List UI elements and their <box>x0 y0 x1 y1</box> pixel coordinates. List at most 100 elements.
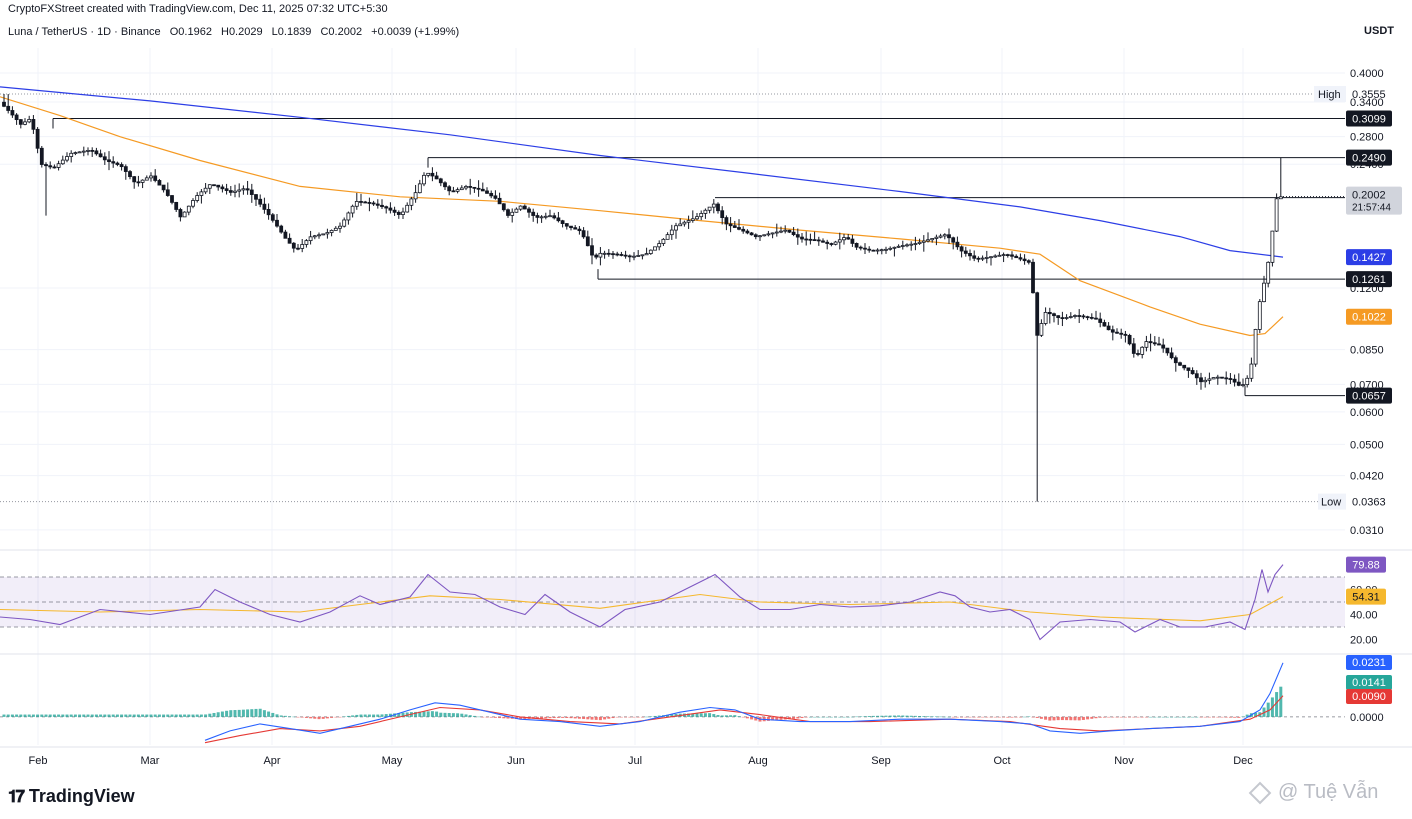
candle-up <box>1144 341 1149 348</box>
candle-up <box>333 227 338 231</box>
candle-up <box>27 119 32 123</box>
candle-down <box>39 147 44 165</box>
month-tick-label: Jul <box>628 755 642 767</box>
macd-hist-bar <box>279 715 283 717</box>
symbol-bar: Luna / TetherUS · 1D · Binance O0.1962 H… <box>8 26 465 38</box>
macd-hist-bar <box>1102 716 1106 718</box>
macd-hist-bar <box>573 716 577 719</box>
candle-down <box>1018 257 1023 260</box>
candle-up <box>993 255 998 258</box>
candle-down <box>468 186 473 188</box>
candle-down <box>795 234 800 238</box>
macd-hist-bar <box>590 716 594 720</box>
macd-hist-bar <box>972 716 976 718</box>
candle-down <box>90 150 95 152</box>
macd-hist-bar <box>1182 716 1186 718</box>
candle-up <box>308 236 313 242</box>
macd-hist-bar <box>178 714 182 717</box>
macd-hist-bar <box>69 714 73 717</box>
candle-up <box>300 244 305 249</box>
macd-hist-bar <box>430 711 434 717</box>
macd-hist-bar <box>729 715 733 717</box>
candle-up <box>1215 376 1220 379</box>
candle-down <box>472 186 477 189</box>
candle-down <box>552 215 557 219</box>
candle-up <box>879 249 884 252</box>
candle-up <box>321 233 326 236</box>
candle-down <box>1186 367 1191 371</box>
candle-down <box>867 248 872 251</box>
candle-down <box>443 182 447 188</box>
macd-hist-bar <box>645 716 649 718</box>
candle-up <box>640 254 645 257</box>
macd-hist-bar <box>485 716 489 718</box>
macd-hist-bar <box>149 714 153 717</box>
macd-hist-bar <box>888 715 892 717</box>
candle-down <box>749 232 754 236</box>
macd-hist-bar <box>124 714 128 717</box>
candle-down <box>1060 317 1065 320</box>
macd-hist-bar <box>380 714 384 717</box>
candle-up <box>900 245 905 247</box>
macd-hist-bar <box>141 714 145 717</box>
ma-200-label-bg <box>1346 249 1392 266</box>
macd-hist-bar <box>649 716 653 717</box>
macd-hist-bar <box>855 716 859 718</box>
candle-up <box>833 241 838 245</box>
macd-hist-bar <box>27 714 31 717</box>
candle-down <box>808 238 813 241</box>
macd-hist-bar <box>435 711 439 717</box>
candle-up <box>938 235 943 238</box>
macd-hist-bar <box>1212 716 1216 718</box>
tradingview-logo[interactable]: 𝟏𝟕 TradingView <box>8 786 135 807</box>
candle-up <box>699 213 704 218</box>
macd-hist-bar <box>1233 716 1237 718</box>
macd-hist-bar <box>603 716 607 720</box>
macd-hist-bar <box>61 714 65 717</box>
candle-down <box>480 188 485 192</box>
candle-down <box>590 245 594 256</box>
macd-hist-bar <box>367 714 371 717</box>
macd-hist-bar <box>1077 716 1081 721</box>
candle-down <box>854 243 859 248</box>
candle-down <box>31 119 36 130</box>
macd-hist-bar <box>569 716 573 719</box>
low-label: Low <box>1321 497 1341 509</box>
candle-down <box>1010 254 1014 257</box>
candle-down <box>497 197 502 205</box>
macd-hist-bar <box>1031 716 1035 718</box>
macd-hist-bar <box>187 714 191 717</box>
candle-down <box>800 236 804 240</box>
price-tick-label: 0.0600 <box>1350 407 1384 419</box>
candle-up <box>518 205 523 210</box>
macd-hist-bar <box>586 716 590 720</box>
currency-label[interactable]: USDT <box>1364 25 1394 37</box>
high-label-bg <box>1314 86 1346 103</box>
macd-hist-bar <box>204 714 208 717</box>
macd-hist-bar <box>775 716 779 721</box>
candle-down <box>476 187 481 190</box>
month-tick-label: Mar <box>141 755 160 767</box>
candle-down <box>174 201 179 210</box>
candle-up <box>140 179 145 183</box>
candle-down <box>1220 376 1224 379</box>
macd-hist-bar <box>472 715 476 717</box>
candle-down <box>720 210 725 219</box>
candle-up <box>409 198 414 206</box>
macd-hist-bar <box>422 711 426 717</box>
candle-up <box>401 211 405 215</box>
macd-hist-bar <box>582 716 586 720</box>
candle-up <box>237 189 242 192</box>
candle-up <box>69 152 74 157</box>
macd-hist-bar <box>229 710 233 717</box>
candle-down <box>10 110 15 116</box>
macd-hist-bar <box>657 715 661 717</box>
macd-hist-bar <box>779 716 783 720</box>
macd-hist-bar <box>225 710 229 717</box>
symbol-name[interactable]: Luna / TetherUS · 1D · Binance <box>8 26 161 38</box>
candle-up <box>1203 379 1208 383</box>
macd-hist-bar <box>36 714 40 717</box>
macd-hist-bar <box>233 710 237 717</box>
candle-up <box>207 184 212 189</box>
